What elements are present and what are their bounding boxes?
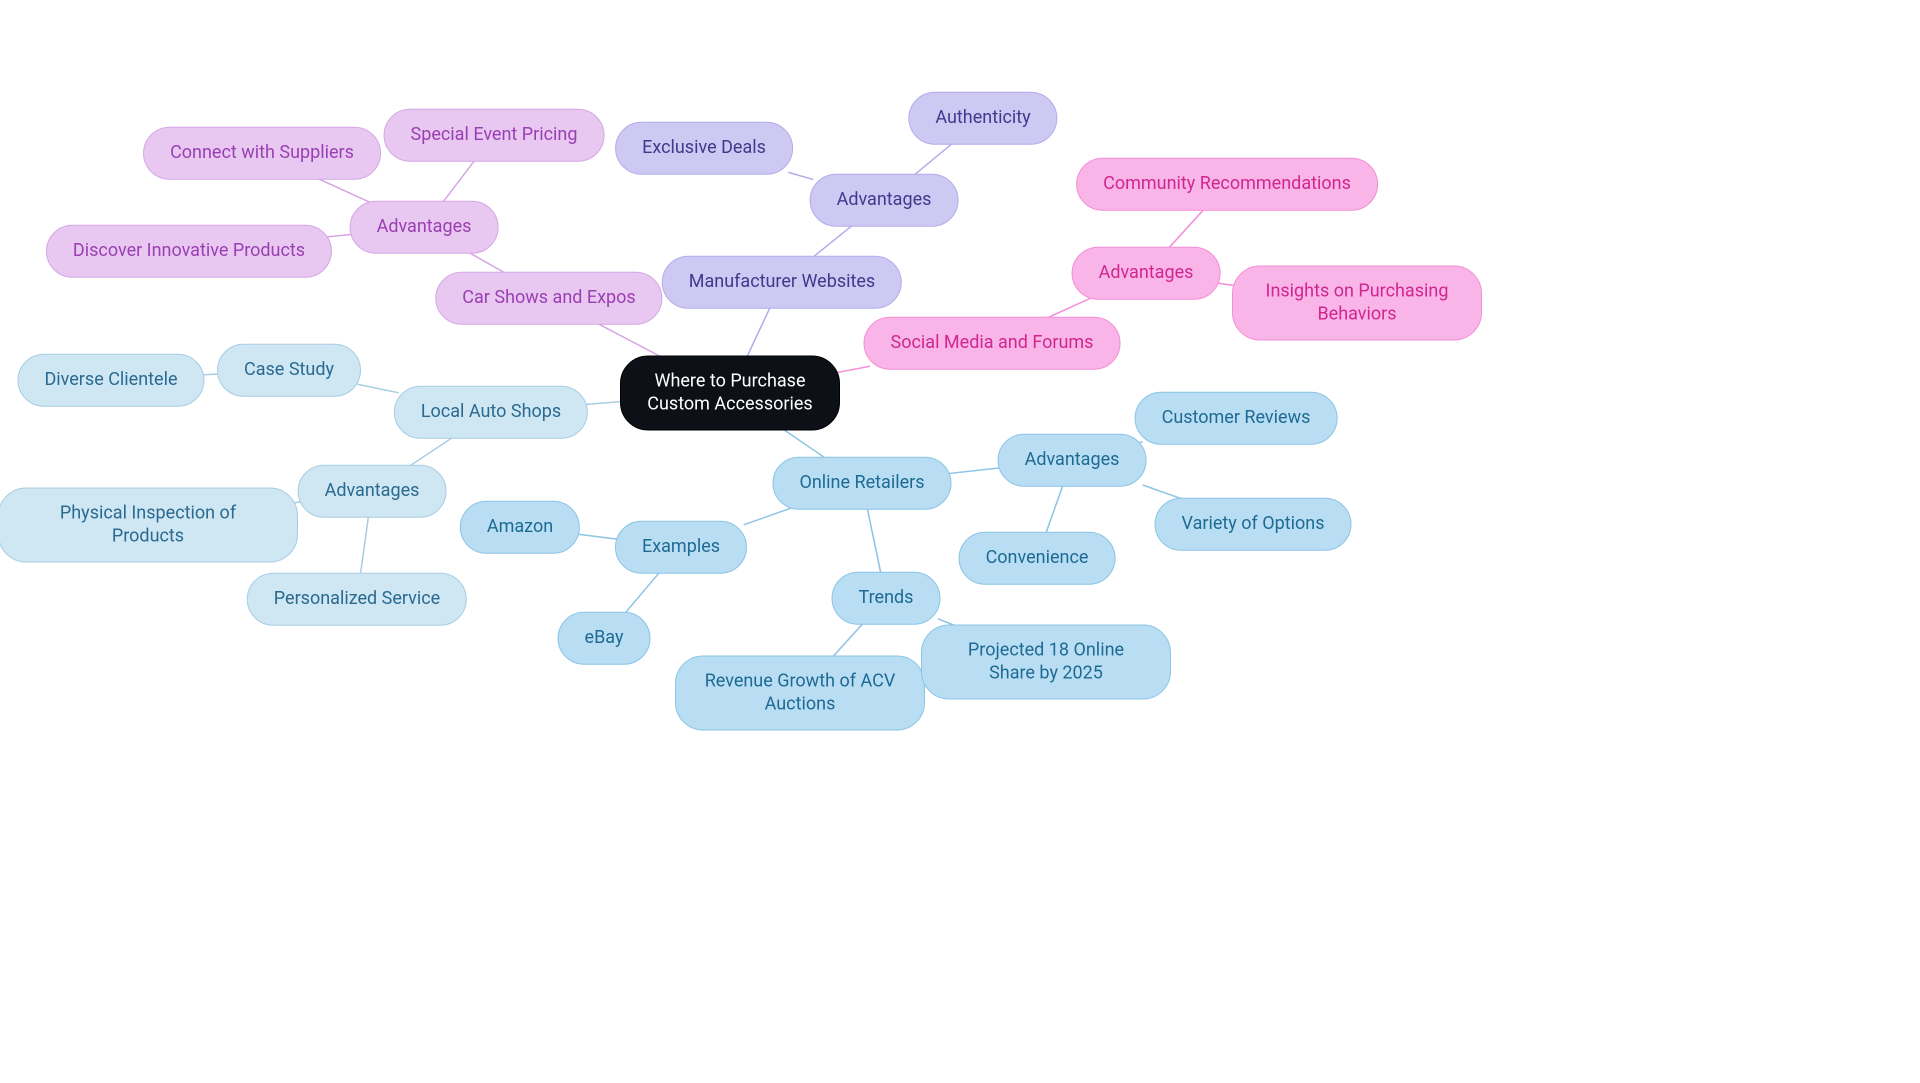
node-mfg: Manufacturer Websites (662, 256, 902, 309)
node-adv1: Advantages (998, 434, 1147, 487)
node-root: Where to Purchase Custom Accessories (620, 356, 840, 431)
node-ladv: Advantages (298, 465, 447, 518)
node-social: Social Media and Forums (864, 317, 1121, 370)
node-case: Case Study (217, 344, 361, 397)
node-examples: Examples (615, 521, 747, 574)
node-phys: Physical Inspection of Products (0, 488, 298, 563)
node-vo: Variety of Options (1155, 498, 1352, 551)
node-local: Local Auto Shops (394, 386, 588, 439)
node-comm: Community Recommendations (1076, 158, 1378, 211)
node-excl: Exclusive Deals (615, 122, 793, 175)
node-rev: Revenue Growth of ACV Auctions (675, 656, 925, 731)
node-sadv: Advantages (1072, 247, 1221, 300)
node-diverse: Diverse Clientele (17, 354, 204, 407)
node-cadv: Advantages (350, 201, 499, 254)
node-connect: Connect with Suppliers (143, 127, 381, 180)
node-conv: Convenience (959, 532, 1116, 585)
node-ins: Insights on Purchasing Behaviors (1232, 266, 1482, 341)
node-disc: Discover Innovative Products (46, 225, 332, 278)
node-amz: Amazon (460, 501, 580, 554)
node-cr: Customer Reviews (1135, 392, 1338, 445)
node-online: Online Retailers (772, 457, 951, 510)
node-ebay: eBay (558, 612, 651, 665)
node-car: Car Shows and Expos (435, 272, 662, 325)
node-madv: Advantages (810, 174, 959, 227)
node-sp: Special Event Pricing (384, 109, 605, 162)
node-pers: Personalized Service (247, 573, 467, 626)
mindmap-canvas: Where to Purchase Custom Accessories Onli… (0, 0, 1920, 1083)
node-proj: Projected 18 Online Share by 2025 (921, 625, 1171, 700)
node-trends: Trends (832, 572, 941, 625)
node-auth: Authenticity (908, 92, 1057, 145)
